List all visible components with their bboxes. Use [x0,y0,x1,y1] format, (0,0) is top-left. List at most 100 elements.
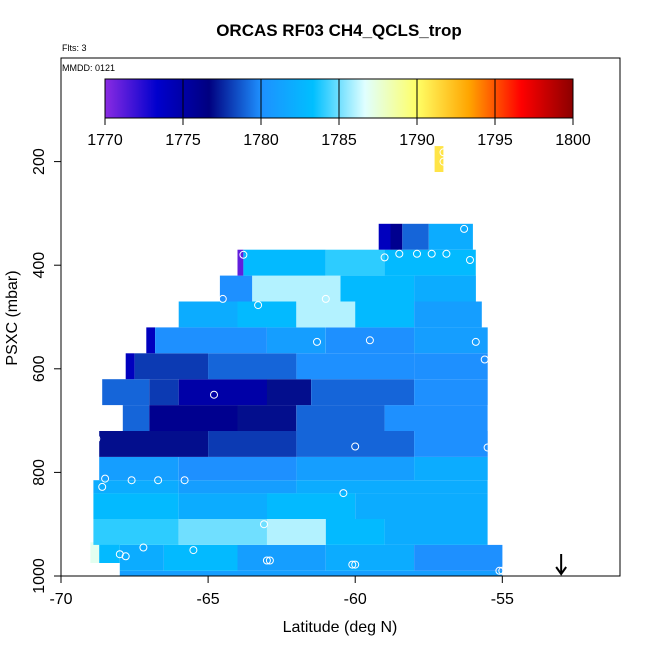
sample-point [139,543,148,552]
y-tick-label: 600 [31,355,48,382]
heatmap-cell [296,405,385,431]
sample-point [466,256,474,264]
heatmap-cell [102,379,150,406]
sample-point [442,249,451,258]
colorbar-tick-label: 1795 [477,132,513,149]
sample-point [210,390,218,399]
sample-point [180,476,189,485]
sample-point [265,556,274,565]
x-tick-label: -70 [49,591,72,608]
sample-point [121,552,130,561]
heatmap-cell [164,544,238,571]
heatmap-cell [414,353,488,380]
heatmap-cell [414,544,503,571]
heatmap-cell [134,353,209,380]
sample-point [471,337,480,346]
sample-point [439,148,448,157]
y-axis: 200 400 600 800 1000 [31,148,61,594]
heatmap-cell [266,327,326,354]
heatmap-cell [155,327,267,354]
heatmap-cell [296,456,415,481]
sample-point [339,489,348,498]
heatmap-cell [93,519,179,545]
heatmap-cell [208,431,297,457]
heatmap-cell [414,275,476,302]
heatmap-cell [311,379,415,406]
heatmap-cells [90,146,503,576]
heatmap-cell [414,301,482,328]
heatmap-cell [296,431,415,457]
sample-point [262,556,271,565]
plot-frame [60,57,621,577]
y-tick-label: 1000 [31,558,48,594]
heatmap-cell [99,542,120,563]
sample-points [92,148,507,575]
arrow-marker [555,554,567,576]
arrow-head [555,566,567,576]
colorbar-tick-label: 1785 [321,132,357,149]
heatmap-cell [243,249,326,276]
heatmap-cell [414,379,488,406]
heatmap-cell [325,249,385,276]
sample-point [495,566,504,575]
colorbar-tick-label: 1800 [555,132,591,149]
sample-point [189,546,198,555]
sample-point [254,301,263,310]
heatmap-cell [146,327,156,354]
sample-point [239,250,248,259]
heatmap-cell [384,405,488,431]
y-tick-label: 800 [31,459,48,486]
x-axis-label: Latitude (deg N) [283,619,398,636]
sample-point [348,560,357,569]
heatmap-cell [149,405,238,431]
y-axis-label: PSXC (mbar) [4,270,21,365]
heatmap-cell [414,327,488,354]
sample-point [154,476,163,485]
heatmap-cell [122,405,150,431]
heatmap-cell [237,301,297,328]
colorbar-tick-label: 1790 [399,132,435,149]
sample-point [483,443,492,452]
heatmap-cell [149,379,179,406]
heatmap-cell [99,431,209,457]
colorbar-tick-label: 1770 [87,132,123,149]
x-tick-label: -55 [491,591,514,608]
x-tick-label: -60 [344,591,367,608]
heatmap-cell [237,544,326,571]
sample-point [92,434,101,443]
heatmap-cell [296,353,415,380]
chart-title: ORCAS RF03 CH4_QCLS_trop [216,21,462,40]
colorbar: 1770 1775 1780 1785 1790 1795 1800 [87,78,591,149]
sample-point [427,249,436,258]
heatmap-cell [178,493,267,519]
heatmap-cell [119,570,503,576]
heatmap-cell [99,456,179,481]
sample-point [460,224,469,233]
heatmap-cell [340,275,415,302]
heatmap-cell [325,544,415,571]
heatmap-cell [119,544,164,571]
sample-point [480,355,489,364]
flights-note: Flts: 3 [62,43,87,53]
heatmap-cell [390,223,403,250]
date-note: MMDD: 0121 [62,63,115,73]
sample-point [98,482,107,491]
heatmap-cell [402,223,429,250]
heatmap-cell [266,379,311,406]
heatmap-cell [266,519,326,545]
heatmap-cell [384,519,488,545]
y-tick-label: 400 [31,252,48,279]
sample-point [260,520,268,529]
heatmap-cell [219,275,253,302]
heatmap-cell [384,249,476,276]
heatmap-cell [434,146,444,172]
sample-point [351,442,360,451]
heatmap-cell [414,456,488,481]
heatmap-cell [296,480,488,494]
heatmap-cell [237,405,297,431]
heatmap-cell [325,519,385,545]
heatmap-cell [355,493,488,519]
heatmap-cell [178,456,297,481]
colorbar-tick-label: 1775 [165,132,201,149]
